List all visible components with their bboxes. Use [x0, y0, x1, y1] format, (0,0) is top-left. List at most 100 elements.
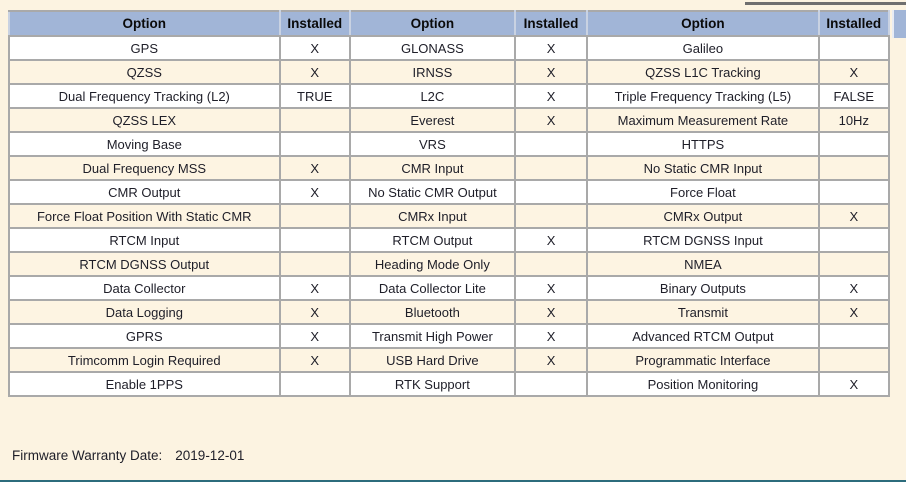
- option-cell: Programmatic Interface: [586, 347, 820, 373]
- firmware-warranty-value: 2019-12-01: [175, 448, 245, 463]
- table-row: Data Collector X Data Collector Lite X Binar…: [8, 275, 891, 301]
- option-cell: CMR Input: [348, 155, 516, 181]
- option-cell: VRS: [348, 131, 516, 157]
- installed-cell: [278, 203, 351, 229]
- option-cell: NMEA: [586, 251, 820, 277]
- receiver-options-table: Option Installed Option Installed Option…: [8, 10, 891, 397]
- installed-cell: [278, 107, 351, 133]
- column-header-option-1: Option: [8, 10, 281, 37]
- cutoff-element-bottom-edge: [745, 2, 906, 5]
- installed-cell: [817, 35, 891, 61]
- option-cell: Transmit: [586, 299, 820, 325]
- installed-cell: [513, 155, 589, 181]
- installed-cell: X: [278, 299, 351, 325]
- installed-cell: X: [278, 59, 351, 85]
- option-cell: RTCM DGNSS Output: [8, 251, 281, 277]
- installed-cell: X: [278, 179, 351, 205]
- installed-cell: X: [513, 299, 589, 325]
- option-cell: Force Float Position With Static CMR: [8, 203, 281, 229]
- installed-cell: X: [278, 275, 351, 301]
- option-cell: GPRS: [8, 323, 281, 349]
- table-row: QZSS X IRNSS X QZSS L1C Tracking X: [8, 59, 891, 85]
- option-cell: Bluetooth: [348, 299, 516, 325]
- option-cell: Position Monitoring: [586, 371, 820, 397]
- bottom-divider: [0, 480, 906, 482]
- option-cell: Triple Frequency Tracking (L5): [586, 83, 820, 109]
- table-row: Dual Frequency Tracking (L2) TRUE L2C X Trip…: [8, 83, 891, 109]
- installed-cell: [817, 251, 891, 277]
- table-row: Moving Base VRS HTTPS: [8, 131, 891, 157]
- table-row: Data Logging X Bluetooth X Transmit X: [8, 299, 891, 325]
- table-body: GPS X GLONASS X Galileo QZSS X IRNSS X QZSS L1C T…: [8, 35, 891, 397]
- installed-cell: X: [513, 83, 589, 109]
- installed-cell: [817, 131, 891, 157]
- option-cell: Maximum Measurement Rate: [586, 107, 820, 133]
- installed-cell: [278, 131, 351, 157]
- installed-cell: [513, 179, 589, 205]
- installed-cell: X: [817, 299, 891, 325]
- installed-cell: [513, 251, 589, 277]
- installed-cell: [278, 251, 351, 277]
- installed-cell: X: [278, 35, 351, 61]
- table-row: Enable 1PPS RTK Support Position Monitorin…: [8, 371, 891, 397]
- option-cell: No Static CMR Input: [586, 155, 820, 181]
- option-cell: Moving Base: [8, 131, 281, 157]
- option-cell: RTK Support: [348, 371, 516, 397]
- installed-cell: X: [513, 347, 589, 373]
- column-header-installed-1: Installed: [278, 10, 351, 37]
- option-cell: L2C: [348, 83, 516, 109]
- option-cell: HTTPS: [586, 131, 820, 157]
- option-cell: Galileo: [586, 35, 820, 61]
- cutoff-element-sliver: [892, 10, 906, 38]
- option-cell: QZSS L1C Tracking: [586, 59, 820, 85]
- installed-cell: [513, 371, 589, 397]
- installed-cell: 10Hz: [817, 107, 891, 133]
- table-row: QZSS LEX Everest X Maximum Measurement Rate…: [8, 107, 891, 133]
- option-cell: CMRx Output: [586, 203, 820, 229]
- installed-cell: [513, 203, 589, 229]
- firmware-warranty-label: Firmware Warranty Date:: [12, 448, 163, 463]
- installed-cell: TRUE: [278, 83, 351, 109]
- option-cell: RTCM DGNSS Input: [586, 227, 820, 253]
- installed-cell: X: [817, 371, 891, 397]
- option-cell: Advanced RTCM Output: [586, 323, 820, 349]
- option-cell: Dual Frequency MSS: [8, 155, 281, 181]
- option-cell: RTCM Output: [348, 227, 516, 253]
- installed-cell: [278, 227, 351, 253]
- table-row: Trimcomm Login Required X USB Hard Drive X P…: [8, 347, 891, 373]
- table-row: RTCM Input RTCM Output X RTCM DGNSS Input: [8, 227, 891, 253]
- option-cell: Binary Outputs: [586, 275, 820, 301]
- installed-cell: X: [513, 107, 589, 133]
- option-cell: Heading Mode Only: [348, 251, 516, 277]
- installed-cell: [817, 323, 891, 349]
- installed-cell: X: [817, 59, 891, 85]
- column-header-installed-2: Installed: [513, 10, 589, 37]
- installed-cell: X: [513, 275, 589, 301]
- table-header-row: Option Installed Option Installed Option…: [8, 10, 891, 37]
- option-cell: Trimcomm Login Required: [8, 347, 281, 373]
- option-cell: No Static CMR Output: [348, 179, 516, 205]
- option-cell: USB Hard Drive: [348, 347, 516, 373]
- column-header-option-3: Option: [586, 10, 820, 37]
- table-header: Option Installed Option Installed Option…: [8, 10, 891, 37]
- option-cell: QZSS LEX: [8, 107, 281, 133]
- option-cell: IRNSS: [348, 59, 516, 85]
- option-cell: Data Collector Lite: [348, 275, 516, 301]
- table-row: GPS X GLONASS X Galileo: [8, 35, 891, 61]
- installed-cell: FALSE: [817, 83, 891, 109]
- installed-cell: X: [513, 59, 589, 85]
- installed-cell: X: [278, 323, 351, 349]
- installed-cell: [513, 131, 589, 157]
- option-cell: CMRx Input: [348, 203, 516, 229]
- installed-cell: [817, 179, 891, 205]
- table-row: CMR Output X No Static CMR Output Force Flo…: [8, 179, 891, 205]
- column-header-option-2: Option: [348, 10, 516, 37]
- option-cell: Enable 1PPS: [8, 371, 281, 397]
- option-cell: Everest: [348, 107, 516, 133]
- installed-cell: X: [513, 35, 589, 61]
- installed-cell: [278, 371, 351, 397]
- table-row: GPRS X Transmit High Power X Advanced RTCM O…: [8, 323, 891, 349]
- firmware-warranty-line: Firmware Warranty Date: 2019-12-01: [12, 448, 244, 463]
- installed-cell: X: [513, 323, 589, 349]
